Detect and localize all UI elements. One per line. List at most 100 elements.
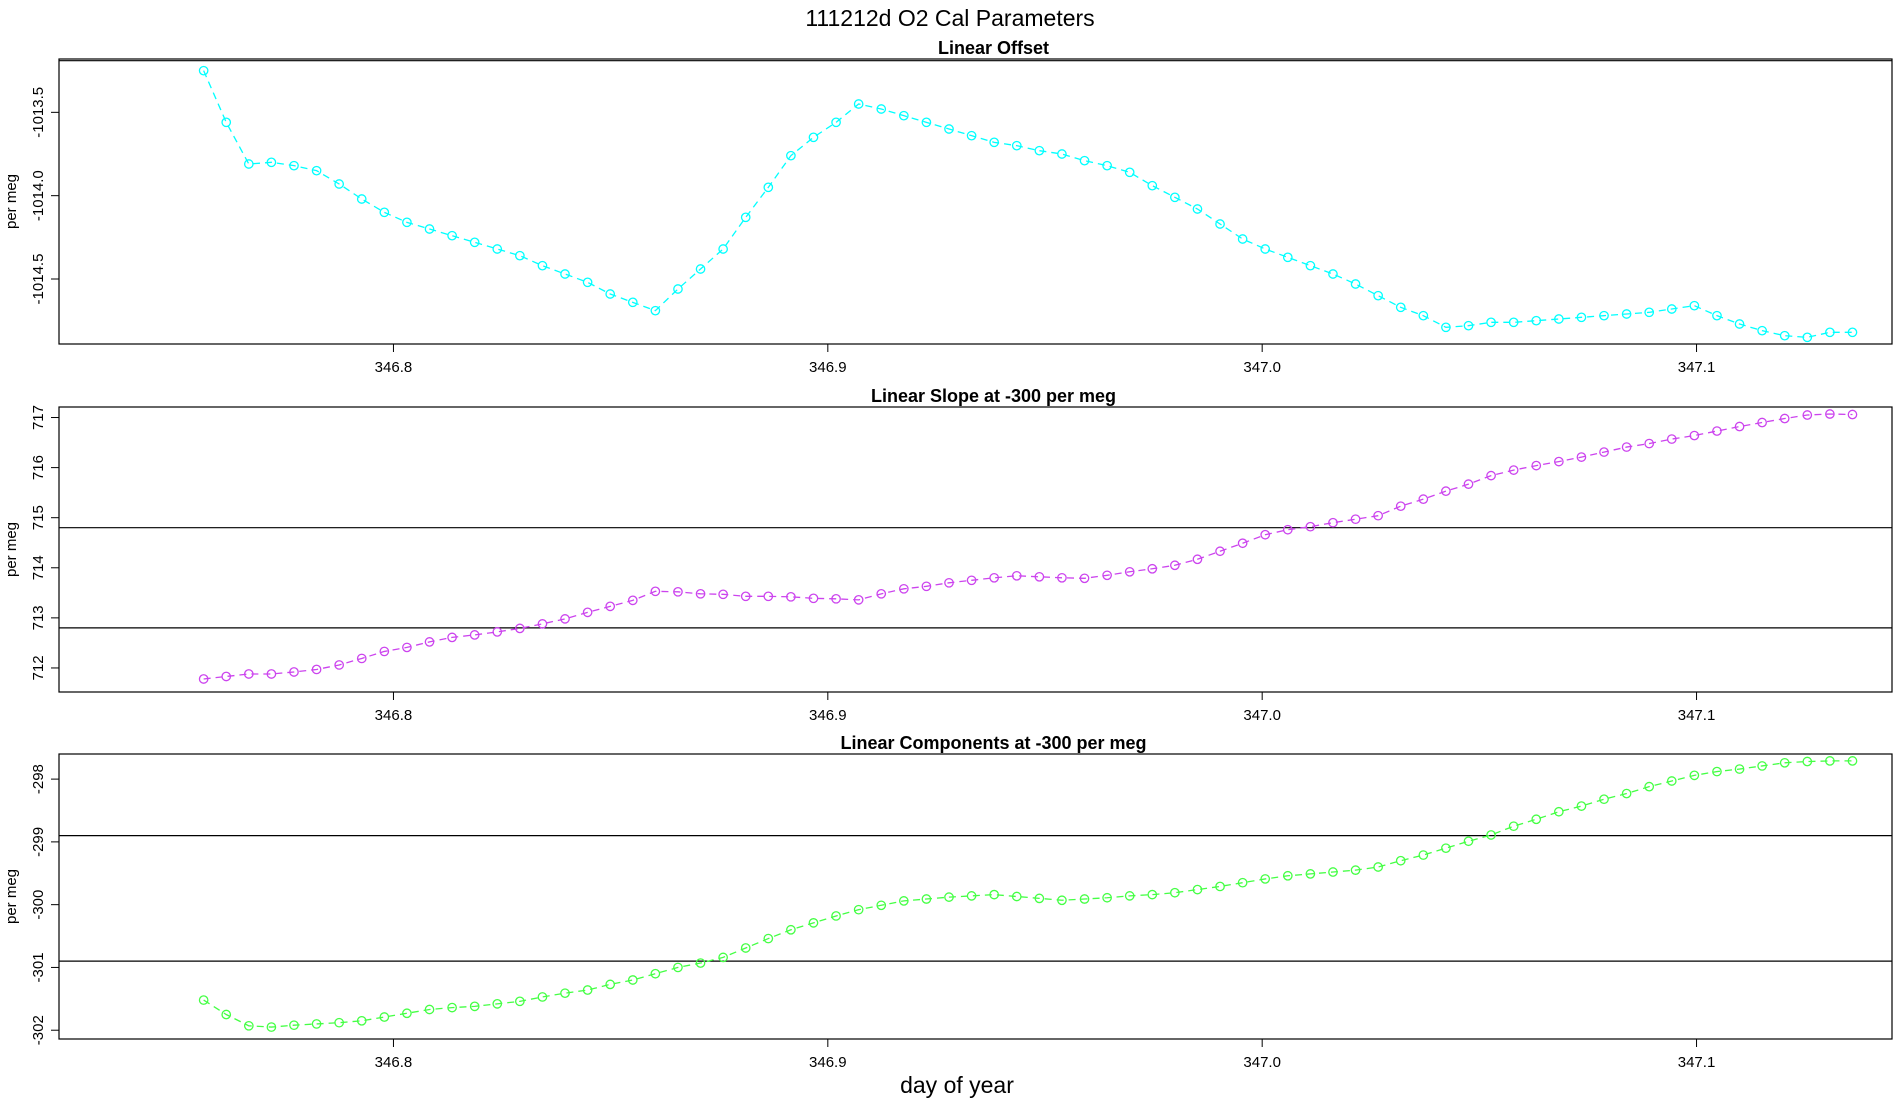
data-point bbox=[650, 305, 661, 316]
data-point bbox=[1531, 315, 1542, 326]
data-point bbox=[989, 137, 1000, 148]
data-point bbox=[876, 900, 887, 911]
data-point bbox=[1057, 149, 1067, 159]
data-point bbox=[808, 918, 819, 928]
plot-frame bbox=[58, 753, 1893, 1040]
data-point bbox=[944, 892, 954, 902]
data-point bbox=[1486, 317, 1496, 328]
data-point bbox=[1441, 843, 1451, 854]
data-point bbox=[1328, 517, 1338, 528]
data-point bbox=[356, 653, 367, 664]
data-point bbox=[1689, 300, 1700, 311]
data-point bbox=[1170, 192, 1180, 203]
x-tick-label: 346.8 bbox=[375, 707, 413, 724]
y-tick-label: 714 bbox=[30, 555, 47, 580]
panel-3: Linear Components at -300 per meg 346.8 34… bbox=[3, 733, 1893, 1071]
data-point bbox=[1666, 776, 1677, 786]
data-point bbox=[1689, 430, 1700, 441]
data-point bbox=[1260, 874, 1271, 884]
data-point bbox=[1531, 814, 1542, 825]
y-tick-label: 713 bbox=[30, 605, 47, 630]
data-point bbox=[650, 968, 661, 979]
data-point bbox=[198, 65, 209, 76]
data-point bbox=[515, 623, 525, 634]
data-point bbox=[1102, 570, 1112, 581]
series-line bbox=[203, 70, 1853, 338]
data-point bbox=[944, 577, 954, 588]
data-point bbox=[1802, 410, 1813, 420]
data-point bbox=[673, 284, 683, 294]
data-point bbox=[221, 671, 232, 682]
data-point bbox=[1282, 524, 1293, 535]
data-point bbox=[786, 924, 796, 935]
data-point bbox=[1170, 887, 1180, 898]
data-point bbox=[831, 593, 841, 604]
data-point bbox=[718, 589, 728, 600]
data-point bbox=[808, 593, 819, 604]
data-point bbox=[469, 630, 480, 640]
data-point bbox=[469, 1001, 480, 1012]
y-tick-label: -301 bbox=[30, 952, 47, 982]
data-point bbox=[1418, 494, 1429, 505]
data-point bbox=[1599, 447, 1609, 457]
data-point bbox=[1147, 180, 1158, 191]
data-point bbox=[379, 207, 390, 218]
data-point bbox=[786, 591, 796, 602]
y-tick-label: -1014.0 bbox=[30, 170, 47, 221]
figure-title: 111212d O2 Cal Parameters bbox=[805, 5, 1094, 31]
data-point bbox=[356, 194, 367, 204]
data-point bbox=[379, 646, 390, 657]
data-point bbox=[1599, 310, 1609, 321]
data-point bbox=[334, 1017, 345, 1028]
data-point bbox=[1802, 756, 1813, 767]
y-tick-label: 715 bbox=[30, 505, 47, 530]
data-point bbox=[424, 1004, 435, 1015]
x-tick-label: 347.0 bbox=[1243, 707, 1281, 724]
data-point bbox=[492, 244, 503, 254]
data-point bbox=[311, 664, 322, 675]
data-point bbox=[266, 669, 277, 679]
data-point bbox=[1305, 869, 1316, 879]
data-point bbox=[1350, 865, 1361, 875]
data-point bbox=[740, 212, 751, 223]
y-tick-label: 712 bbox=[30, 655, 47, 680]
data-point bbox=[786, 150, 796, 161]
data-point bbox=[424, 224, 435, 234]
data-point bbox=[1644, 438, 1655, 449]
data-point bbox=[1034, 893, 1045, 904]
data-point bbox=[1282, 870, 1293, 881]
data-point bbox=[1825, 327, 1835, 338]
data-point bbox=[1553, 806, 1564, 817]
data-point bbox=[198, 995, 209, 1005]
data-point bbox=[1034, 571, 1045, 582]
data-point bbox=[492, 627, 503, 637]
data-point bbox=[898, 110, 909, 121]
data-point bbox=[582, 985, 593, 995]
y-tick-label: -298 bbox=[30, 764, 47, 794]
data-point bbox=[1689, 770, 1700, 781]
data-point bbox=[1847, 756, 1858, 766]
data-point bbox=[718, 244, 728, 254]
data-point bbox=[1124, 566, 1135, 577]
data-point bbox=[1553, 456, 1564, 467]
data-point bbox=[1373, 290, 1384, 301]
data-point bbox=[989, 889, 1000, 900]
data-point bbox=[582, 607, 593, 618]
data-point bbox=[1531, 460, 1542, 471]
data-point bbox=[763, 933, 774, 944]
data-point bbox=[1644, 781, 1655, 792]
data-point bbox=[1124, 891, 1135, 901]
data-point bbox=[1666, 434, 1677, 444]
data-point bbox=[853, 594, 864, 605]
data-point bbox=[853, 904, 864, 915]
data-point bbox=[650, 586, 661, 597]
data-point bbox=[1779, 330, 1790, 341]
data-point bbox=[740, 591, 751, 602]
data-point bbox=[876, 588, 887, 599]
y-tick-label: 717 bbox=[30, 405, 47, 430]
data-point bbox=[402, 1008, 412, 1019]
data-point bbox=[447, 1002, 457, 1013]
y-axis-label: per meg bbox=[3, 522, 20, 577]
data-point bbox=[198, 674, 209, 684]
data-point bbox=[1192, 884, 1203, 895]
